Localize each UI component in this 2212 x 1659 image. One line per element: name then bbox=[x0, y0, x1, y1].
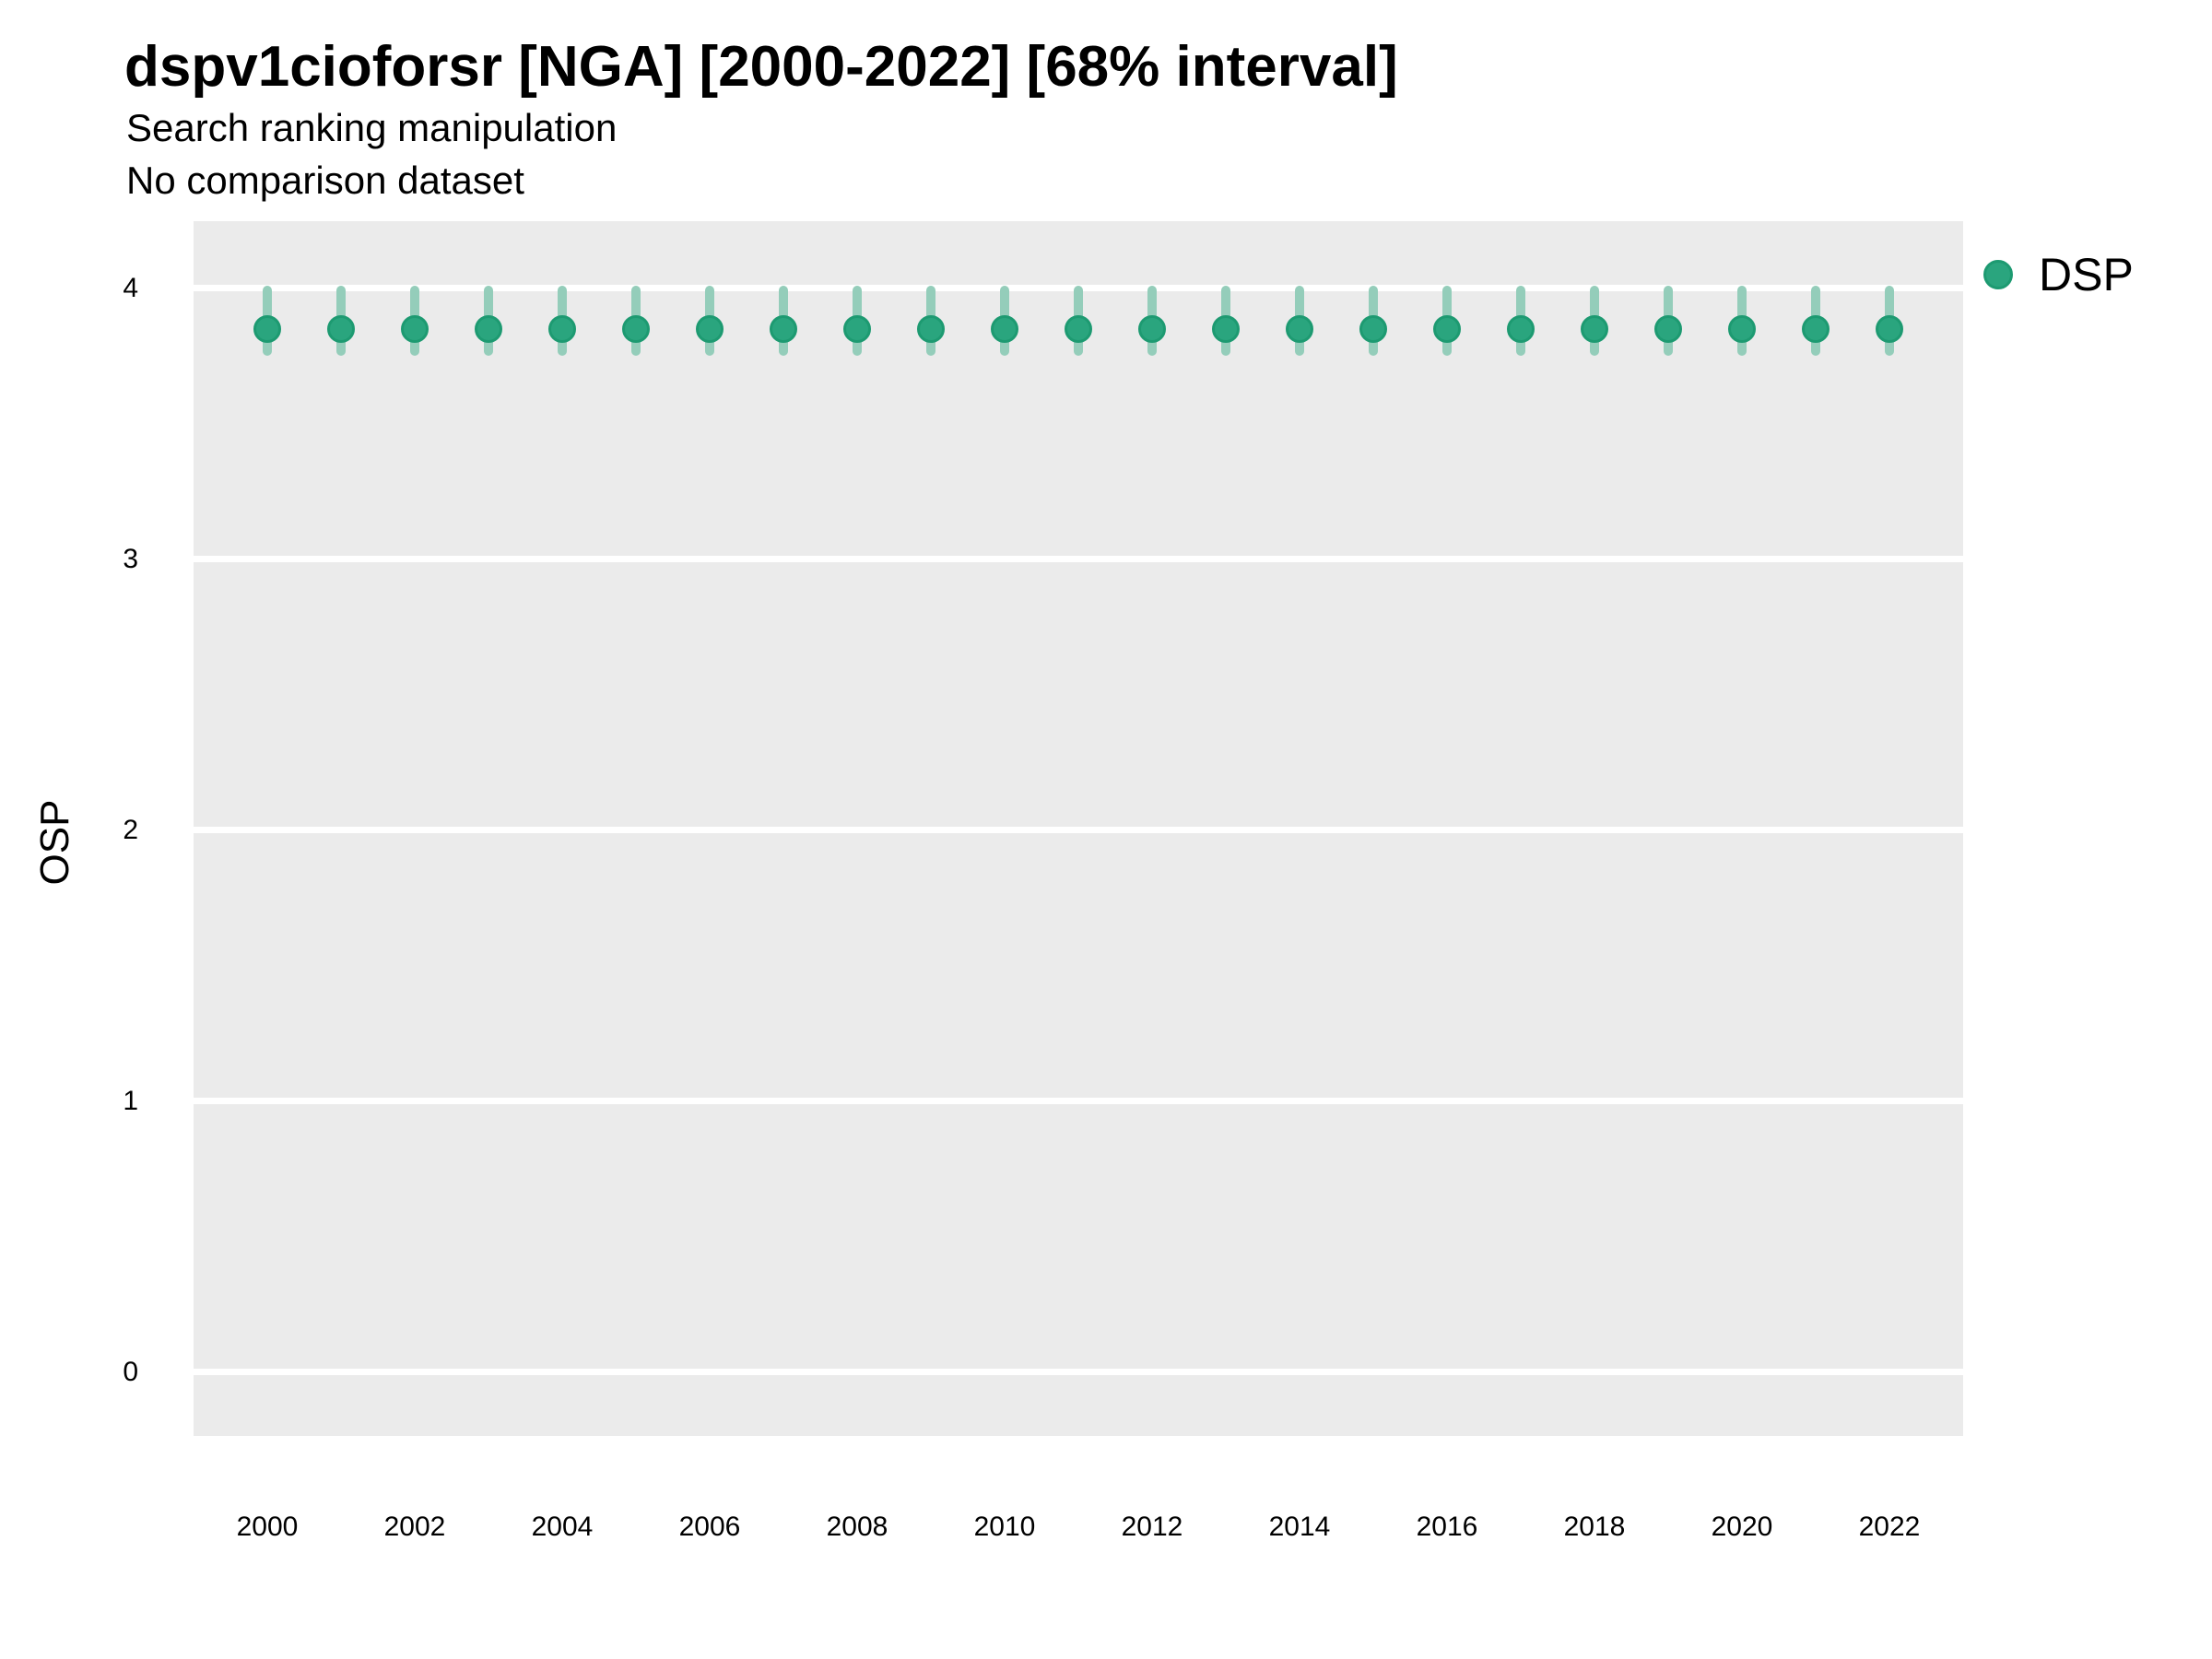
data-point-2020 bbox=[1728, 315, 1756, 343]
gridline-y-2 bbox=[194, 827, 1963, 834]
data-point-2000 bbox=[253, 315, 281, 343]
x-tick-label-2008: 2008 bbox=[826, 1512, 888, 1542]
gridline-y-1 bbox=[194, 1098, 1963, 1105]
data-point-2013 bbox=[1212, 315, 1240, 343]
legend: DSP bbox=[1983, 247, 2134, 302]
x-tick-label-2018: 2018 bbox=[1563, 1512, 1626, 1542]
data-point-2002 bbox=[401, 315, 429, 343]
data-point-2014 bbox=[1286, 315, 1313, 343]
x-tick-label-2012: 2012 bbox=[1121, 1512, 1183, 1542]
data-point-2007 bbox=[770, 315, 797, 343]
data-point-2016 bbox=[1433, 315, 1461, 343]
data-point-2021 bbox=[1802, 315, 1830, 343]
y-tick-label-2: 2 bbox=[123, 814, 138, 845]
x-tick-label-2006: 2006 bbox=[678, 1512, 741, 1542]
data-point-2011 bbox=[1065, 315, 1092, 343]
data-point-2018 bbox=[1581, 315, 1608, 343]
data-point-2017 bbox=[1507, 315, 1535, 343]
data-point-2019 bbox=[1654, 315, 1682, 343]
y-tick-label-4: 4 bbox=[123, 272, 138, 303]
data-point-2012 bbox=[1138, 315, 1166, 343]
chart-title: dspv1cioforsr [NGA] [2000-2022] [68% int… bbox=[124, 35, 1398, 99]
x-tick-label-2022: 2022 bbox=[1858, 1512, 1921, 1542]
gridline-y-3 bbox=[194, 556, 1963, 563]
y-tick-label-3: 3 bbox=[123, 543, 138, 574]
plot-panel bbox=[194, 221, 1963, 1436]
data-point-2015 bbox=[1359, 315, 1387, 343]
data-point-2003 bbox=[475, 315, 502, 343]
chart-subtitle: Search ranking manipulation bbox=[126, 106, 618, 149]
chart-caption: No comparison dataset bbox=[126, 159, 524, 202]
x-tick-label-2016: 2016 bbox=[1416, 1512, 1478, 1542]
data-point-2022 bbox=[1876, 315, 1903, 343]
x-tick-label-2002: 2002 bbox=[383, 1512, 446, 1542]
data-point-2008 bbox=[843, 315, 871, 343]
data-point-2004 bbox=[548, 315, 576, 343]
y-tick-label-1: 1 bbox=[123, 1085, 138, 1116]
x-tick-label-2020: 2020 bbox=[1711, 1512, 1773, 1542]
x-tick-label-2004: 2004 bbox=[531, 1512, 594, 1542]
y-tick-label-0: 0 bbox=[123, 1356, 138, 1387]
data-point-2006 bbox=[696, 315, 724, 343]
data-point-2005 bbox=[622, 315, 650, 343]
gridline-y-0 bbox=[194, 1369, 1963, 1376]
legend-label: DSP bbox=[2039, 249, 2134, 300]
data-point-2001 bbox=[327, 315, 355, 343]
data-point-2009 bbox=[917, 315, 945, 343]
x-tick-label-2010: 2010 bbox=[973, 1512, 1036, 1542]
x-tick-label-2000: 2000 bbox=[236, 1512, 299, 1542]
data-point-2010 bbox=[991, 315, 1018, 343]
legend-dot-icon bbox=[1983, 260, 2013, 289]
x-tick-label-2014: 2014 bbox=[1268, 1512, 1331, 1542]
